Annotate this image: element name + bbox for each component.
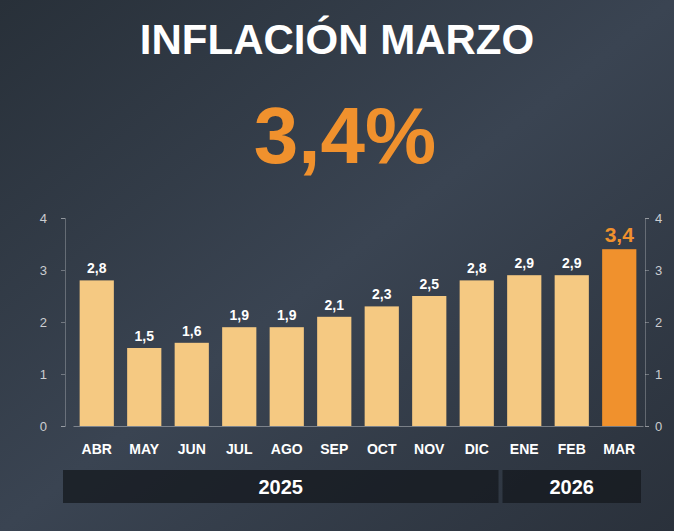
bar [460,280,494,426]
data-label: 3,4 [605,223,635,246]
category-label: MAY [129,441,159,457]
bar [412,296,446,426]
tick: MAR [603,426,635,457]
tick-label: 4 [655,211,662,226]
axis-line [74,426,644,427]
tick: JUN [178,426,206,457]
category-label: MAR [603,441,635,457]
background [0,0,674,531]
subtitle: 3,4% [254,91,436,180]
data-label: 2,8 [87,260,107,276]
tick-label: 0 [655,419,662,434]
tick-label: 1 [40,367,47,382]
bar [317,317,351,426]
tick-mark [645,218,649,219]
data-label: 1,5 [135,328,155,344]
tick: ENE [510,426,539,457]
data-label: 2,3 [372,286,392,302]
bar [222,327,256,426]
x-axis: ABR MAY JUN JUL AGO SEP OCT NOV DIC ENE FEB MAR [74,426,644,457]
tick: NOV [414,426,445,457]
group-label: 2025 [259,476,304,498]
category-label: AGO [271,441,303,457]
bar [175,343,209,426]
tick-mark [61,322,65,323]
data-label: 2,1 [325,297,345,313]
category-label: FEB [558,441,586,457]
x-groups: 2025 2026 [63,470,641,503]
tick: 1 [40,367,65,382]
bars [80,249,637,426]
tick-label: 0 [40,419,47,434]
axis-line [61,219,66,427]
tick: SEP [320,426,348,457]
bar [555,275,589,426]
category-label: ABR [82,441,112,457]
group-band [63,470,499,503]
data-label: 2,9 [515,255,535,271]
tick-label: 3 [655,263,662,278]
tick: OCT [367,426,397,457]
tick: FEB [558,426,586,457]
tick-label: 3 [40,263,47,278]
axis-line [646,219,650,427]
bar [127,348,161,426]
category-label: ENE [510,441,539,457]
tick-mark [645,374,649,375]
data-label: 2,5 [420,276,440,292]
tick: ABR [82,426,112,457]
category-label: SEP [320,441,348,457]
data-labels: 2,8 1,5 1,6 1,9 1,9 2,1 2,3 2,5 2,8 2,9 2,9 3,4 [87,223,634,344]
tick-mark [645,270,649,271]
tick: 3 [40,263,65,278]
data-label: 2,8 [467,260,487,276]
y2-axis: 0 1 2 3 4 [645,211,662,434]
tick-mark [61,270,65,271]
tick-label: 2 [655,315,662,330]
data-label: 2,9 [562,255,582,271]
tick: 4 [645,211,662,226]
bar [365,306,399,426]
bar [507,275,541,426]
tick: 1 [645,367,662,382]
category-label: OCT [367,441,397,457]
tick: 3 [645,263,662,278]
category-label: JUN [178,441,206,457]
y-axis: 0 1 2 3 4 [40,211,66,434]
data-label: 1,9 [230,307,250,323]
tick-mark [645,322,649,323]
tick: 0 [645,419,662,434]
data-label: 1,6 [182,323,202,339]
title: INFLACIÓN MARZO [140,15,534,63]
tick-mark [61,426,65,427]
group-band [503,470,642,503]
tick-mark [645,426,649,427]
tick-mark [61,374,65,375]
bar [270,327,304,426]
tick-label: 2 [40,315,47,330]
data-label: 1,9 [277,307,297,323]
tick: DIC [465,426,489,457]
tick: MAY [129,426,159,457]
tick: AGO [271,426,303,457]
tick: 4 [40,211,65,226]
tick-label: 4 [40,211,47,226]
tick: 2 [40,315,65,330]
category-label: DIC [465,441,489,457]
chart: INFLACIÓN MARZO 3,4% 0 1 2 3 4 0 1 2 3 4 2,8 1,5 1,6 1,… [0,0,674,531]
tick: JUL [226,426,253,457]
tick-mark [61,218,65,219]
tick-label: 1 [655,367,662,382]
category-label: JUL [226,441,253,457]
tick: 2 [645,315,662,330]
bar [602,249,636,426]
bar [80,280,114,426]
category-label: NOV [414,441,445,457]
tick: 0 [40,419,65,434]
group-label: 2026 [550,476,595,498]
